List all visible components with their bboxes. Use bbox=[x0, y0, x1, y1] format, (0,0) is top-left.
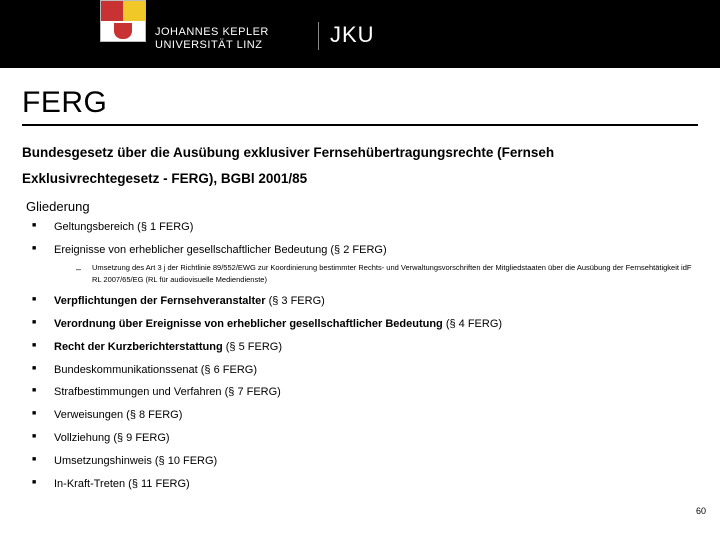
outline-item-text: In-Kraft-Treten (§ 11 FERG) bbox=[54, 478, 190, 490]
outline-item: Geltungsbereich (§ 1 FERG) bbox=[32, 220, 698, 235]
outline-sublist: Umsetzung des Art 3 j der Richtlinie 89/… bbox=[54, 262, 698, 286]
outline-item: Recht der Kurzberichterstattung (§ 5 FER… bbox=[32, 340, 698, 355]
outline-item-text: Ereignisse von erheblicher gesellschaftl… bbox=[54, 244, 387, 256]
outline-item-suffix: (§ 4 FERG) bbox=[443, 318, 502, 330]
slide-content: FERG Bundesgesetz über die Ausübung exkl… bbox=[0, 68, 720, 492]
outline-item-text: Recht der Kurzberichterstattung bbox=[54, 341, 223, 353]
outline-item-text: Bundeskommunikationssenat (§ 6 FERG) bbox=[54, 364, 257, 376]
outline-item: Verordnung über Ereignisse von erheblich… bbox=[32, 317, 698, 332]
outline-item: Strafbestimmungen und Verfahren (§ 7 FER… bbox=[32, 385, 698, 400]
crest-quadrant bbox=[101, 1, 123, 21]
page-number: 60 bbox=[696, 506, 706, 516]
slide-title: FERG bbox=[22, 86, 698, 126]
outline-item: Verweisungen (§ 8 FERG) bbox=[32, 408, 698, 423]
outline-item-suffix: (§ 3 FERG) bbox=[266, 295, 325, 307]
slide-page: JOHANNES KEPLER UNIVERSITÄT LINZ JKU FER… bbox=[0, 0, 720, 540]
university-name: JOHANNES KEPLER UNIVERSITÄT LINZ bbox=[155, 26, 269, 52]
outline-item-text: Strafbestimmungen und Verfahren (§ 7 FER… bbox=[54, 386, 281, 398]
header-divider bbox=[318, 22, 319, 50]
outline-item: Vollziehung (§ 9 FERG) bbox=[32, 431, 698, 446]
outline-item-text: Verpflichtungen der Fernsehveranstalter bbox=[54, 295, 266, 307]
outline-item-text: Geltungsbereich (§ 1 FERG) bbox=[54, 221, 193, 233]
outline-item: Bundeskommunikationssenat (§ 6 FERG) bbox=[32, 363, 698, 378]
university-crest bbox=[100, 0, 146, 42]
outline-item-text: Verweisungen (§ 8 FERG) bbox=[54, 409, 182, 421]
outline-subitem: Umsetzung des Art 3 j der Richtlinie 89/… bbox=[76, 262, 698, 286]
outline-item: Umsetzungshinweis (§ 10 FERG) bbox=[32, 454, 698, 469]
section-label: Gliederung bbox=[26, 199, 698, 214]
crest-top bbox=[101, 1, 145, 21]
outline-item: In-Kraft-Treten (§ 11 FERG) bbox=[32, 477, 698, 492]
outline-item-text: Umsetzungshinweis (§ 10 FERG) bbox=[54, 455, 217, 467]
outline-item-text: Verordnung über Ereignisse von erheblich… bbox=[54, 318, 443, 330]
outline-item: Ereignisse von erheblicher gesellschaftl… bbox=[32, 243, 698, 286]
jku-wordmark: JKU bbox=[330, 22, 375, 48]
crest-bottom bbox=[101, 21, 145, 41]
slide-subtitle: Bundesgesetz über die Ausübung exklusive… bbox=[22, 140, 698, 191]
outline-item-text: Vollziehung (§ 9 FERG) bbox=[54, 432, 170, 444]
crest-quadrant bbox=[123, 1, 145, 21]
shield-icon bbox=[114, 23, 132, 39]
university-name-line1: JOHANNES KEPLER bbox=[155, 26, 269, 39]
header-bar: JOHANNES KEPLER UNIVERSITÄT LINZ JKU bbox=[0, 0, 720, 68]
university-name-line2: UNIVERSITÄT LINZ bbox=[155, 39, 269, 52]
subtitle-line: Bundesgesetz über die Ausübung exklusive… bbox=[22, 140, 698, 166]
subtitle-line: Exklusivrechtegesetz - FERG), BGBl 2001/… bbox=[22, 166, 698, 192]
outline-item: Verpflichtungen der Fernsehveranstalter … bbox=[32, 294, 698, 309]
outline-item-suffix: (§ 5 FERG) bbox=[223, 341, 282, 353]
outline-list: Geltungsbereich (§ 1 FERG) Ereignisse von… bbox=[22, 220, 698, 491]
